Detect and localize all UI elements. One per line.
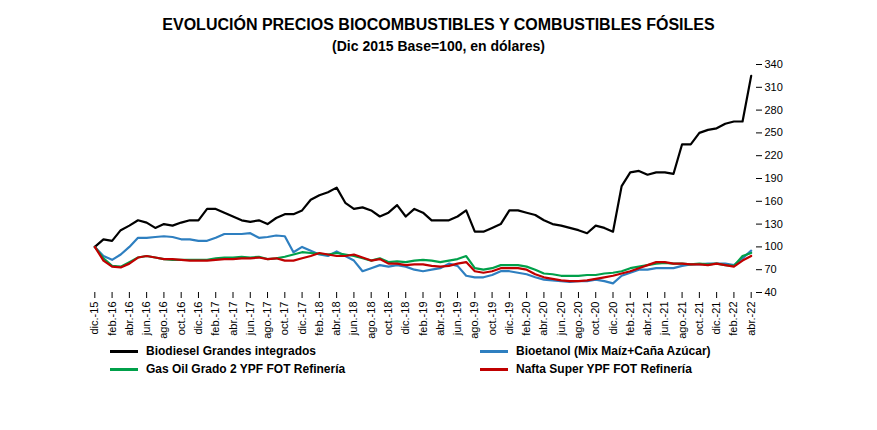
svg-text:oct.-18: oct.-18 bbox=[382, 302, 394, 336]
svg-text:feb.-19: feb.-19 bbox=[417, 302, 429, 336]
html-text:(Dic 2015 Base=100, en dólares: (Dic 2015 Base=100, en dólares) bbox=[332, 38, 545, 54]
svg-text:feb.-16: feb.-16 bbox=[106, 302, 118, 336]
svg-text:oct.-20: oct.-20 bbox=[589, 302, 601, 336]
svg-text:dic.-18: dic.-18 bbox=[399, 302, 411, 335]
html-text:Bioetanol (Mix Maíz+Caña Azúca: Bioetanol (Mix Maíz+Caña Azúcar) bbox=[516, 344, 711, 358]
svg-text:ago.-20: ago.-20 bbox=[572, 302, 584, 339]
svg-text:190: 190 bbox=[765, 172, 783, 184]
svg-text:feb.-22: feb.-22 bbox=[727, 302, 739, 336]
svg-text:oct.-17: oct.-17 bbox=[278, 302, 290, 336]
svg-text:ago.-17: ago.-17 bbox=[261, 302, 273, 339]
svg-text:abr.-21: abr.-21 bbox=[641, 302, 653, 336]
svg-text:dic.-17: dic.-17 bbox=[296, 302, 308, 335]
html-text:Biodiesel Grandes integrados: Biodiesel Grandes integrados bbox=[146, 344, 316, 358]
svg-text:dic.-16: dic.-16 bbox=[192, 302, 204, 335]
svg-text:160: 160 bbox=[765, 195, 783, 207]
svg-text:jun.-19: jun.-19 bbox=[451, 302, 463, 337]
svg-text:310: 310 bbox=[765, 81, 783, 93]
svg-text:dic.-15: dic.-15 bbox=[88, 302, 100, 335]
svg-text:ago.-16: ago.-16 bbox=[157, 302, 169, 339]
svg-text:feb.-17: feb.-17 bbox=[209, 302, 221, 336]
svg-text:dic.-19: dic.-19 bbox=[503, 302, 515, 335]
html-text:Nafta Super YPF FOT Refinería: Nafta Super YPF FOT Refinería bbox=[516, 362, 692, 376]
svg-text:feb.-18: feb.-18 bbox=[313, 302, 325, 336]
html-text:EVOLUCIÓN PRECIOS BIOCOMBUSTIB: EVOLUCIÓN PRECIOS BIOCOMBUSTIBLES Y COMB… bbox=[162, 16, 715, 33]
svg-text:220: 220 bbox=[765, 149, 783, 161]
svg-text:feb.-20: feb.-20 bbox=[520, 302, 532, 336]
svg-text:jun.-20: jun.-20 bbox=[555, 302, 567, 337]
svg-text:oct.-16: oct.-16 bbox=[175, 302, 187, 336]
svg-text:feb.-21: feb.-21 bbox=[624, 302, 636, 336]
svg-text:jun.-21: jun.-21 bbox=[658, 302, 670, 337]
svg-text:130: 130 bbox=[765, 218, 783, 230]
svg-text:abr.-19: abr.-19 bbox=[434, 302, 446, 336]
svg-text:ago.-21: ago.-21 bbox=[676, 302, 688, 339]
svg-text:250: 250 bbox=[765, 126, 783, 138]
svg-text:abr.-16: abr.-16 bbox=[123, 302, 135, 336]
svg-text:jun.-16: jun.-16 bbox=[140, 302, 152, 337]
svg-text:abr.-18: abr.-18 bbox=[330, 302, 342, 336]
svg-text:ago.-18: ago.-18 bbox=[365, 302, 377, 339]
svg-text:jun.-17: jun.-17 bbox=[244, 302, 256, 337]
svg-text:abr.-22: abr.-22 bbox=[745, 302, 757, 336]
svg-text:340: 340 bbox=[765, 58, 783, 70]
svg-text:dic.-21: dic.-21 bbox=[710, 302, 722, 335]
svg-text:70: 70 bbox=[765, 263, 777, 275]
svg-text:abr.-17: abr.-17 bbox=[227, 302, 239, 336]
svg-text:oct.-21: oct.-21 bbox=[693, 302, 705, 336]
svg-text:40: 40 bbox=[765, 286, 777, 298]
html-text:Gas Oil Grado 2 YPF FOT Refine: Gas Oil Grado 2 YPF FOT Refinería bbox=[146, 362, 346, 376]
svg-text:280: 280 bbox=[765, 104, 783, 116]
svg-text:ago.-19: ago.-19 bbox=[468, 302, 480, 339]
svg-text:abr.-20: abr.-20 bbox=[537, 302, 549, 336]
svg-text:oct.-19: oct.-19 bbox=[486, 302, 498, 336]
svg-text:dic.-20: dic.-20 bbox=[607, 302, 619, 335]
svg-text:jun.-18: jun.-18 bbox=[347, 302, 359, 337]
svg-text:100: 100 bbox=[765, 240, 783, 252]
